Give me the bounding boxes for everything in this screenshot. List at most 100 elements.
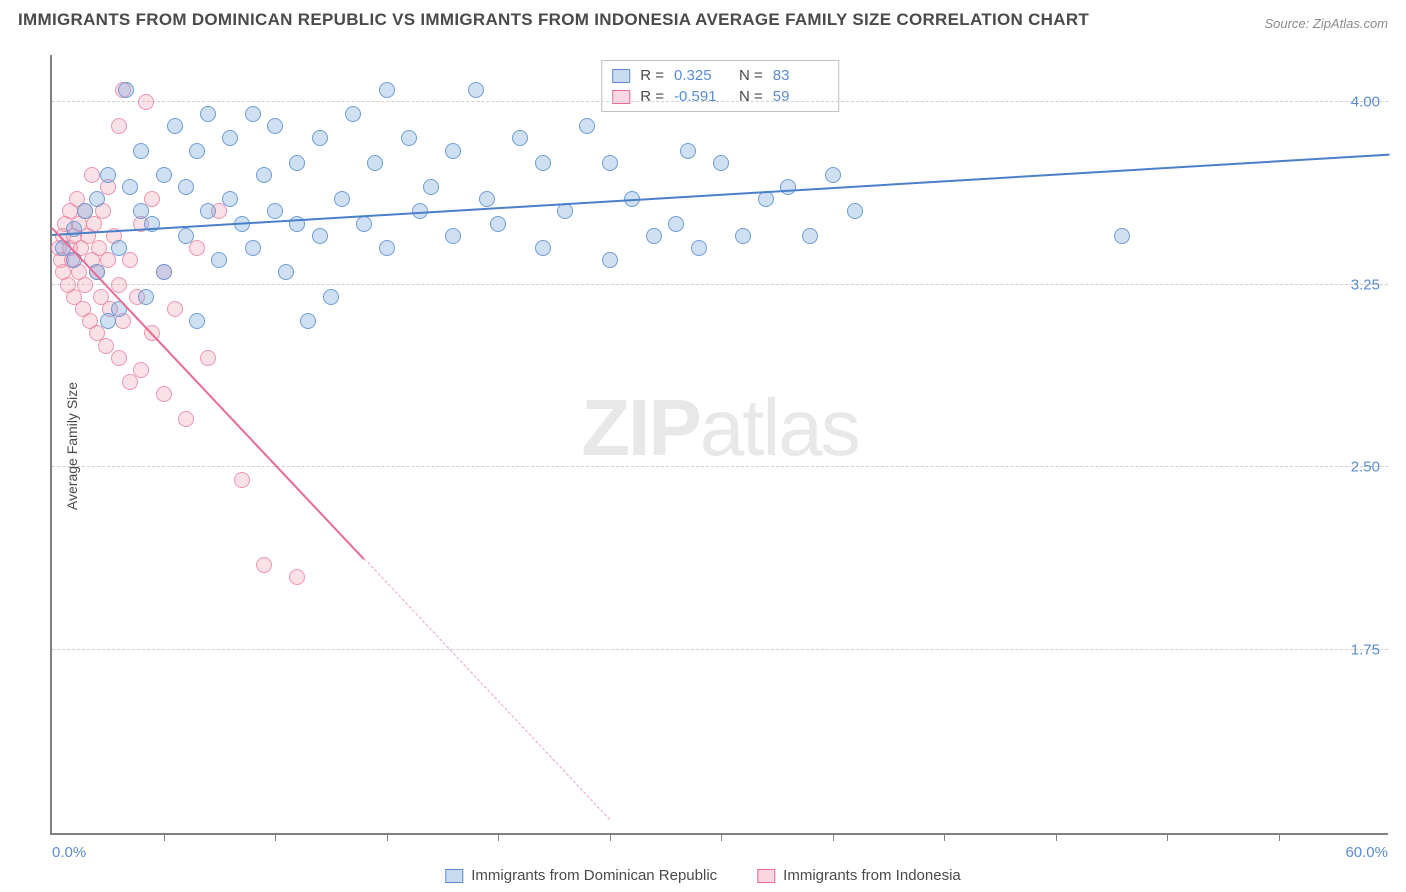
scatter-point bbox=[178, 411, 194, 427]
scatter-point bbox=[490, 216, 506, 232]
scatter-point bbox=[691, 240, 707, 256]
trend-line bbox=[51, 227, 365, 560]
scatter-point bbox=[89, 191, 105, 207]
watermark-light: atlas bbox=[700, 383, 859, 472]
scatter-point bbox=[1114, 228, 1130, 244]
xtick bbox=[1056, 833, 1057, 841]
scatter-point bbox=[535, 155, 551, 171]
scatter-point bbox=[713, 155, 729, 171]
xtick bbox=[944, 833, 945, 841]
n-label-a: N = bbox=[739, 67, 763, 84]
scatter-point bbox=[423, 179, 439, 195]
scatter-point bbox=[445, 143, 461, 159]
scatter-point bbox=[133, 362, 149, 378]
scatter-point bbox=[802, 228, 818, 244]
scatter-point bbox=[256, 557, 272, 573]
scatter-point bbox=[780, 179, 796, 195]
scatter-point bbox=[156, 167, 172, 183]
scatter-point bbox=[312, 228, 328, 244]
scatter-point bbox=[111, 240, 127, 256]
legend-item-b: Immigrants from Indonesia bbox=[757, 867, 961, 884]
scatter-point bbox=[66, 252, 82, 268]
legend-swatch-blue bbox=[445, 869, 463, 883]
scatter-point bbox=[278, 264, 294, 280]
scatter-point bbox=[256, 167, 272, 183]
trend-line bbox=[363, 558, 610, 820]
scatter-point bbox=[602, 252, 618, 268]
scatter-point bbox=[77, 203, 93, 219]
scatter-point bbox=[646, 228, 662, 244]
ytick-label: 2.50 bbox=[1351, 459, 1380, 476]
scatter-point bbox=[200, 106, 216, 122]
scatter-point bbox=[122, 252, 138, 268]
scatter-point bbox=[133, 143, 149, 159]
r-label-a: R = bbox=[640, 67, 664, 84]
scatter-point bbox=[267, 118, 283, 134]
legend-label-b: Immigrants from Indonesia bbox=[783, 867, 961, 884]
scatter-point bbox=[468, 82, 484, 98]
chart-title: IMMIGRANTS FROM DOMINICAN REPUBLIC VS IM… bbox=[18, 10, 1089, 30]
stats-row-a: R = 0.325 N = 83 bbox=[612, 65, 828, 86]
scatter-point bbox=[167, 118, 183, 134]
chart-container: IMMIGRANTS FROM DOMINICAN REPUBLIC VS IM… bbox=[0, 0, 1406, 892]
scatter-point bbox=[245, 240, 261, 256]
scatter-point bbox=[138, 94, 154, 110]
scatter-point bbox=[156, 386, 172, 402]
r-label-b: R = bbox=[640, 88, 664, 105]
scatter-point bbox=[401, 130, 417, 146]
scatter-point bbox=[512, 130, 528, 146]
scatter-point bbox=[668, 216, 684, 232]
scatter-point bbox=[111, 118, 127, 134]
scatter-point bbox=[334, 191, 350, 207]
scatter-point bbox=[89, 264, 105, 280]
xtick bbox=[833, 833, 834, 841]
xtick bbox=[498, 833, 499, 841]
scatter-point bbox=[312, 130, 328, 146]
xtick bbox=[1279, 833, 1280, 841]
scatter-point bbox=[189, 240, 205, 256]
scatter-point bbox=[379, 82, 395, 98]
scatter-point bbox=[178, 179, 194, 195]
scatter-point bbox=[579, 118, 595, 134]
scatter-point bbox=[267, 203, 283, 219]
scatter-point bbox=[367, 155, 383, 171]
xtick bbox=[275, 833, 276, 841]
scatter-point bbox=[680, 143, 696, 159]
scatter-point bbox=[735, 228, 751, 244]
ytick-label: 4.00 bbox=[1351, 93, 1380, 110]
scatter-point bbox=[200, 203, 216, 219]
scatter-point bbox=[234, 472, 250, 488]
gridline-h bbox=[52, 101, 1388, 102]
gridline-h bbox=[52, 649, 1388, 650]
n-value-a: 83 bbox=[773, 67, 828, 84]
ytick-label: 3.25 bbox=[1351, 276, 1380, 293]
x-start-label: 0.0% bbox=[52, 844, 86, 861]
xtick bbox=[164, 833, 165, 841]
watermark-bold: ZIP bbox=[581, 383, 699, 472]
scatter-point bbox=[557, 203, 573, 219]
scatter-point bbox=[445, 228, 461, 244]
scatter-point bbox=[379, 240, 395, 256]
stats-legend: R = 0.325 N = 83 R = -0.591 N = 59 bbox=[601, 60, 839, 112]
scatter-point bbox=[200, 350, 216, 366]
xtick bbox=[610, 833, 611, 841]
scatter-point bbox=[479, 191, 495, 207]
scatter-point bbox=[222, 130, 238, 146]
source-attribution: Source: ZipAtlas.com bbox=[1264, 16, 1388, 31]
scatter-point bbox=[189, 143, 205, 159]
scatter-point bbox=[602, 155, 618, 171]
legend-label-a: Immigrants from Dominican Republic bbox=[471, 867, 717, 884]
scatter-point bbox=[300, 313, 316, 329]
xtick bbox=[1167, 833, 1168, 841]
n-label-b: N = bbox=[739, 88, 763, 105]
scatter-point bbox=[211, 252, 227, 268]
bottom-legend: Immigrants from Dominican Republic Immig… bbox=[445, 867, 961, 884]
scatter-point bbox=[100, 167, 116, 183]
xtick bbox=[721, 833, 722, 841]
scatter-point bbox=[111, 350, 127, 366]
ytick-label: 1.75 bbox=[1351, 642, 1380, 659]
scatter-point bbox=[98, 338, 114, 354]
xtick bbox=[387, 833, 388, 841]
watermark: ZIPatlas bbox=[581, 382, 858, 474]
scatter-point bbox=[111, 277, 127, 293]
